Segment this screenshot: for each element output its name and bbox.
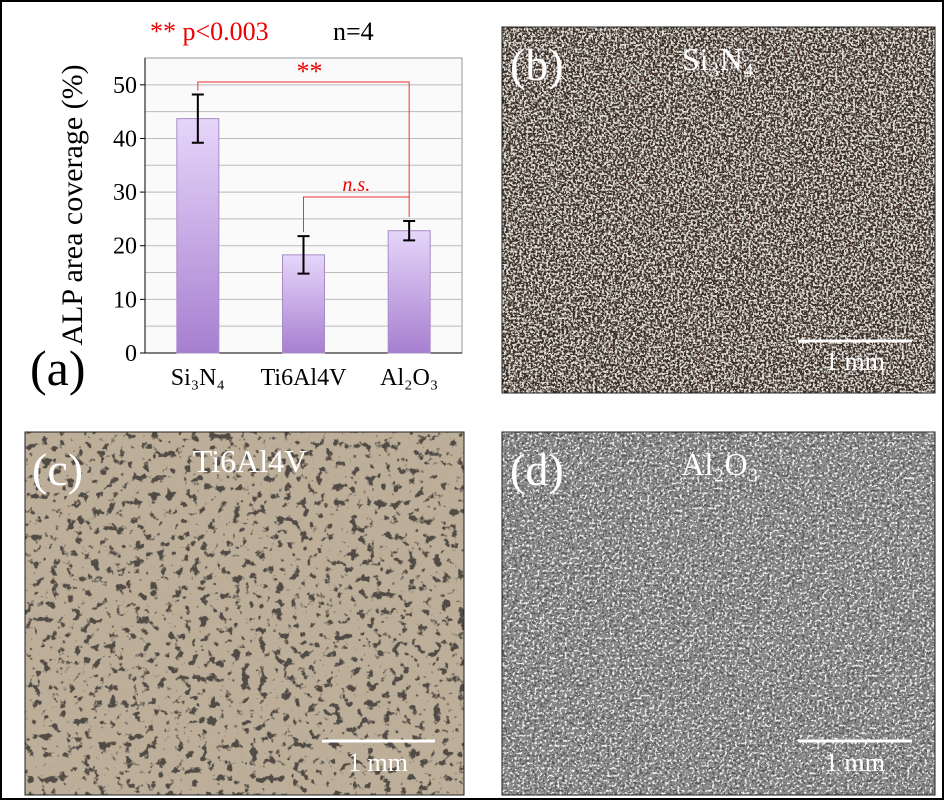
- y-tick-label: 40: [113, 126, 137, 152]
- scale-label: 1 mm: [825, 347, 885, 376]
- x-tick-label: Si₃N₄: [171, 365, 225, 391]
- y-tick-label: 10: [113, 287, 137, 313]
- micrograph-texture: [502, 27, 935, 393]
- bar: [177, 119, 219, 353]
- y-tick-label: 50: [113, 73, 137, 99]
- material-label: Al₂O₃: [681, 446, 758, 482]
- significance-note: ** p<0.003: [150, 17, 269, 46]
- y-tick-label: 0: [125, 341, 137, 367]
- material-label: Ti6Al4V: [193, 443, 307, 479]
- panel-label: (d): [510, 444, 564, 495]
- panel-label: (b): [510, 39, 564, 90]
- y-axis-label: ALP area coverage (%): [56, 64, 89, 345]
- x-tick-label: Al₂O₃: [380, 365, 438, 391]
- scale-label: 1 mm: [348, 748, 408, 777]
- panel-label: (c): [32, 444, 83, 495]
- figure: (b) Si₃N₄ 1 mm (c) Ti6Al4V 1 mm (d) Al₂O…: [0, 0, 944, 800]
- scale-label: 1 mm: [825, 748, 885, 777]
- bracket-label: **: [297, 57, 323, 86]
- x-tick-label: Ti6Al4V: [261, 365, 347, 391]
- material-label: Si₃N₄: [682, 41, 754, 77]
- bracket-label: n.s.: [342, 174, 370, 196]
- sample-size-note: n=4: [333, 17, 374, 46]
- y-tick-label: 30: [113, 180, 137, 206]
- bar: [388, 231, 430, 353]
- y-tick-label: 20: [113, 234, 137, 260]
- panel-label: (a): [30, 340, 86, 396]
